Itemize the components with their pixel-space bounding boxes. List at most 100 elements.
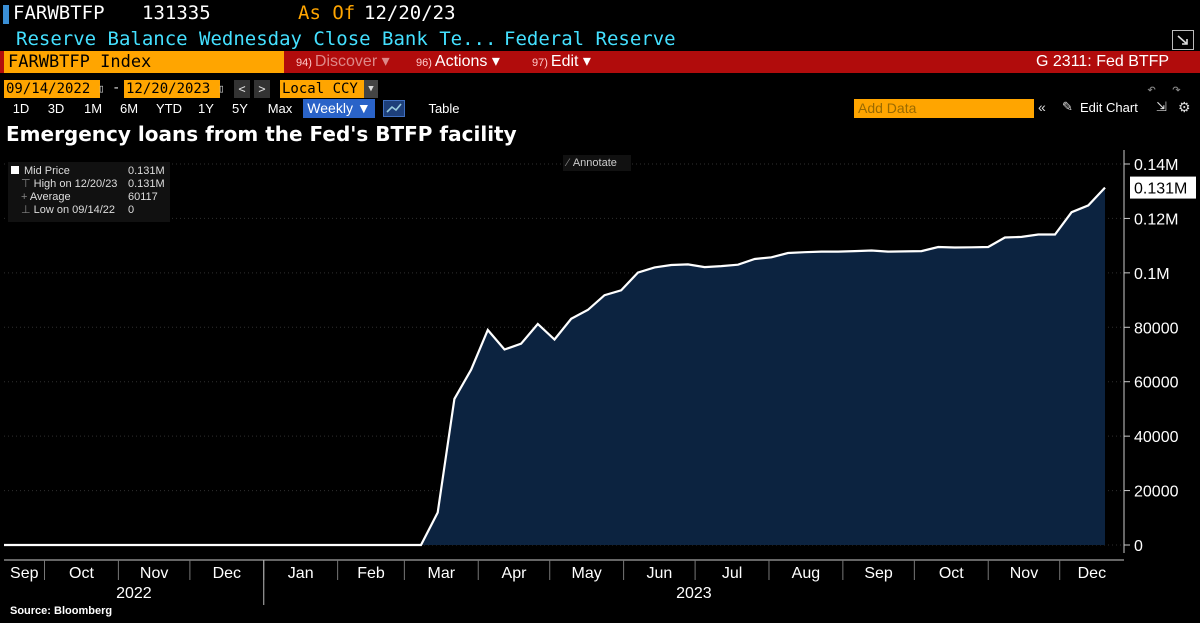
discover-menu[interactable]: 94) Discover ▾	[296, 53, 390, 70]
y-tick-label: 0.1M	[1134, 266, 1170, 283]
x-tick-label: Jan	[288, 565, 314, 582]
calendar-icon[interactable]: ▯	[98, 82, 105, 95]
legend-value: 60117	[128, 191, 158, 203]
line-chart-icon[interactable]	[383, 100, 405, 120]
legend-row: Mid Price	[11, 165, 70, 178]
chevron-down-icon[interactable]: ▼	[364, 80, 378, 98]
popout-icon[interactable]	[1172, 30, 1194, 50]
end-date-input[interactable]: 12/20/2023	[124, 80, 220, 98]
gear-icon[interactable]: ⚙	[1178, 99, 1191, 115]
year-label: 2022	[116, 585, 152, 602]
series-area	[4, 187, 1105, 545]
redo-icon[interactable]: ↷	[1172, 80, 1182, 98]
legend-value: 0.131M	[128, 165, 165, 177]
chart-area[interactable]: 0 20000 40000 60000 80000 0.1M 0.12M 0.14M 0.131…	[0, 150, 1200, 605]
year-label: 2023	[676, 585, 712, 602]
add-data-input[interactable]: Add Data	[854, 99, 1034, 118]
edit-menu[interactable]: 97) Edit ▾	[532, 53, 591, 70]
start-date-input[interactable]: 09/14/2022	[4, 80, 100, 98]
legend-label: High on 12/20/23	[33, 178, 118, 190]
header-bar: FARWBTFP 131335 As Of 12/20/23	[0, 0, 1200, 28]
discover-label: Discover	[314, 53, 378, 70]
series-description: Reserve Balance Wednesday Close Bank Te.…	[16, 28, 497, 50]
x-tick-label: Dec	[1078, 565, 1106, 582]
command-bar: FARWBTFP Index 94) Discover ▾ 96) Actions …	[0, 51, 1200, 73]
series-line	[4, 186, 1106, 547]
frequency-label: Weekly	[307, 100, 353, 116]
period-button[interactable]: 1M	[83, 101, 103, 116]
edit-label: Edit	[550, 53, 579, 70]
x-tick-label: Dec	[213, 565, 241, 582]
period-button[interactable]: 1Y	[198, 101, 214, 116]
y-tick-label: 60000	[1134, 375, 1179, 392]
period-button[interactable]: 3D	[47, 101, 65, 116]
current-value: 131335	[142, 2, 211, 24]
undo-icon[interactable]: ↶	[1147, 80, 1157, 98]
period-button[interactable]: YTD	[156, 101, 182, 116]
period-button[interactable]: 1D	[12, 101, 30, 116]
table-button[interactable]: Table	[428, 101, 460, 116]
x-tick-label: Sep	[864, 565, 893, 582]
ticker-symbol[interactable]: FARWBTFP	[13, 2, 105, 24]
annotate-label: Annotate	[572, 157, 617, 169]
y-tick-label: 80000	[1134, 320, 1179, 337]
x-tick-label: Nov	[1010, 565, 1038, 582]
line-chart-icon-glyph	[383, 100, 405, 117]
x-tick-label: Jun	[646, 565, 672, 582]
legend-value: 0.131M	[128, 178, 165, 190]
last-value-box	[1130, 176, 1196, 199]
actions-label: Actions	[434, 53, 488, 70]
as-of-date: 12/20/23	[364, 2, 456, 24]
x-tick-label: Mar	[428, 565, 456, 582]
edit-num: 97)	[532, 57, 548, 69]
y-tick-label: 0	[1134, 538, 1143, 555]
source-org: Federal Reserve	[504, 28, 676, 50]
prev-range-button[interactable]: <	[234, 80, 250, 98]
legend-row: ⊥ Low on 09/14/22	[21, 204, 115, 216]
legend-box[interactable]: Mid Price 0.131M ⊤ High on 12/20/23 0.13…	[8, 162, 170, 222]
x-tick-label: Nov	[140, 565, 168, 582]
legend-value: 0	[128, 204, 135, 216]
annotate-button[interactable]: ⁄ Annotate	[563, 155, 631, 171]
as-of-label: As Of	[298, 2, 356, 24]
x-tick-label: Feb	[357, 565, 385, 582]
period-button[interactable]: 6M	[119, 101, 139, 116]
actions-menu[interactable]: 96) Actions ▾	[416, 53, 500, 70]
range-dash: -	[112, 80, 121, 96]
x-tick-label: Oct	[69, 565, 94, 582]
edit-chart-button[interactable]: Edit Chart	[1080, 100, 1138, 115]
calendar-icon[interactable]: ▯	[218, 82, 225, 95]
source-note: Source: Bloomberg	[10, 605, 113, 617]
export-icon[interactable]: ⇲	[1156, 99, 1167, 114]
x-tick-label: Apr	[502, 565, 528, 582]
y-tick-label: 40000	[1134, 429, 1179, 446]
date-range-bar: 09/14/2022 ▯ - 12/20/2023 ▯ < > Local CC…	[0, 80, 1200, 100]
popout-icon-glyph	[1177, 35, 1188, 45]
period-button[interactable]: Max	[267, 101, 293, 116]
discover-num: 94)	[296, 57, 312, 69]
frequency-select[interactable]: Weekly ▼	[303, 99, 375, 118]
x-tick-label: Jul	[722, 565, 742, 582]
legend-label: Average	[29, 191, 71, 203]
x-tick-label: May	[572, 565, 602, 582]
actions-num: 96)	[416, 57, 432, 69]
legend-row: ⊤ High on 12/20/23	[21, 178, 118, 190]
ticker-marker	[3, 5, 9, 24]
period-bar: 1D 3D 1M 6M YTD 1Y 5Y Max Weekly ▼ Table…	[0, 99, 1200, 119]
legend-label: Low on 09/14/22	[33, 204, 115, 216]
pencil-icon[interactable]: ✎	[1062, 99, 1073, 114]
description-bar: Reserve Balance Wednesday Close Bank Te.…	[0, 28, 1200, 50]
period-button[interactable]: 5Y	[232, 101, 248, 116]
security-field[interactable]: FARWBTFP Index	[4, 51, 284, 73]
chart-title: Emergency loans from the Fed's BTFP faci…	[6, 122, 517, 146]
y-tick-label: 0.12M	[1134, 211, 1178, 228]
last-value-label: 0.131M	[1134, 181, 1187, 198]
next-range-button[interactable]: >	[254, 80, 270, 98]
y-tick-label: 0.14M	[1134, 157, 1178, 174]
x-tick-label: Oct	[939, 565, 964, 582]
collapse-icon[interactable]: «	[1038, 99, 1046, 115]
currency-select[interactable]: Local CCY	[280, 80, 366, 98]
y-tick-label: 20000	[1134, 484, 1179, 501]
x-tick-label: Aug	[792, 565, 820, 582]
legend-label: Mid Price	[24, 165, 70, 177]
